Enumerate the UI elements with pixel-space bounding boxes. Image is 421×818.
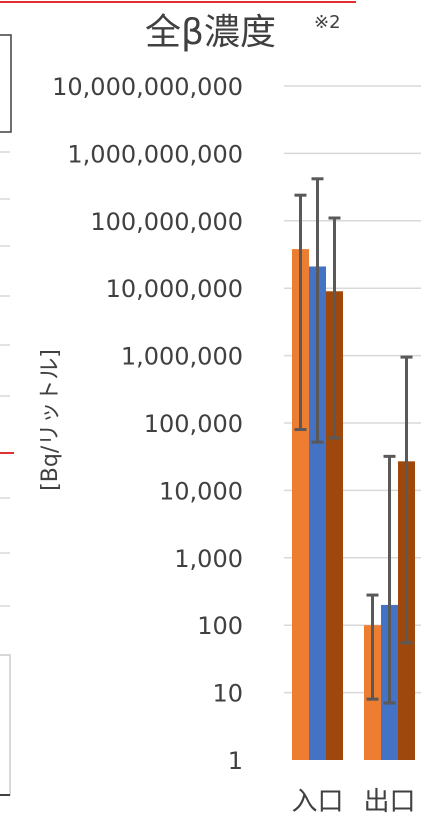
- y-tick-label: 10: [212, 680, 243, 708]
- y-tick-label: 1: [228, 747, 243, 775]
- y-tick-label: 100,000: [144, 410, 243, 438]
- y-tick-label: 10,000,000: [106, 275, 243, 303]
- error-bar: [383, 454, 396, 705]
- x-category-labels: 入口 出口: [291, 787, 415, 817]
- chart-title: 全β濃度: [145, 12, 276, 53]
- y-tick-label: 100,000,000: [90, 208, 243, 236]
- y-tick-label: 100: [197, 612, 243, 640]
- bars: [292, 249, 415, 760]
- error-bar: [311, 177, 324, 444]
- left-frame-top: [0, 34, 12, 133]
- y-axis-label: [Bq/リットル]: [38, 349, 63, 491]
- bar: [326, 291, 343, 760]
- error-bars: [294, 177, 413, 705]
- y-tick-label: 10,000: [159, 477, 243, 505]
- left-frame-bottom: [0, 654, 11, 796]
- y-tick-label: 1,000,000: [121, 343, 243, 371]
- error-bar: [328, 216, 341, 440]
- x-category-label: 入口: [291, 787, 343, 817]
- error-bar: [294, 193, 307, 432]
- y-tick-labels: 10,000,000,000 1,000,000,000 100,000,000 10…: [52, 73, 243, 775]
- y-tick-label: 10,000,000,000: [52, 73, 243, 101]
- x-category-label: 出口: [363, 787, 415, 817]
- y-tick-label: 1,000,000,000: [67, 140, 243, 168]
- left-tick-stubs: [0, 151, 10, 607]
- bar: [292, 249, 309, 760]
- y-tick-label: 1,000: [174, 545, 243, 573]
- error-bar: [400, 355, 413, 645]
- chart-title-note: ※2: [314, 12, 341, 33]
- error-bar: [366, 593, 379, 701]
- bar: [309, 266, 326, 760]
